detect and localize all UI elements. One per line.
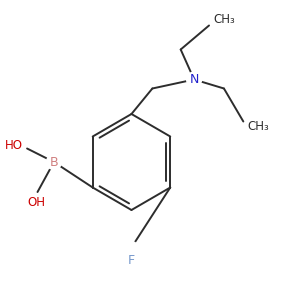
Circle shape <box>187 72 202 87</box>
Text: HO: HO <box>4 139 22 152</box>
Text: CH₃: CH₃ <box>214 13 235 26</box>
Circle shape <box>125 242 137 254</box>
Text: CH₃: CH₃ <box>248 119 270 133</box>
Text: B: B <box>50 155 58 169</box>
Circle shape <box>46 154 62 169</box>
Text: OH: OH <box>27 196 45 209</box>
Text: N: N <box>189 73 199 86</box>
Text: F: F <box>128 254 135 266</box>
